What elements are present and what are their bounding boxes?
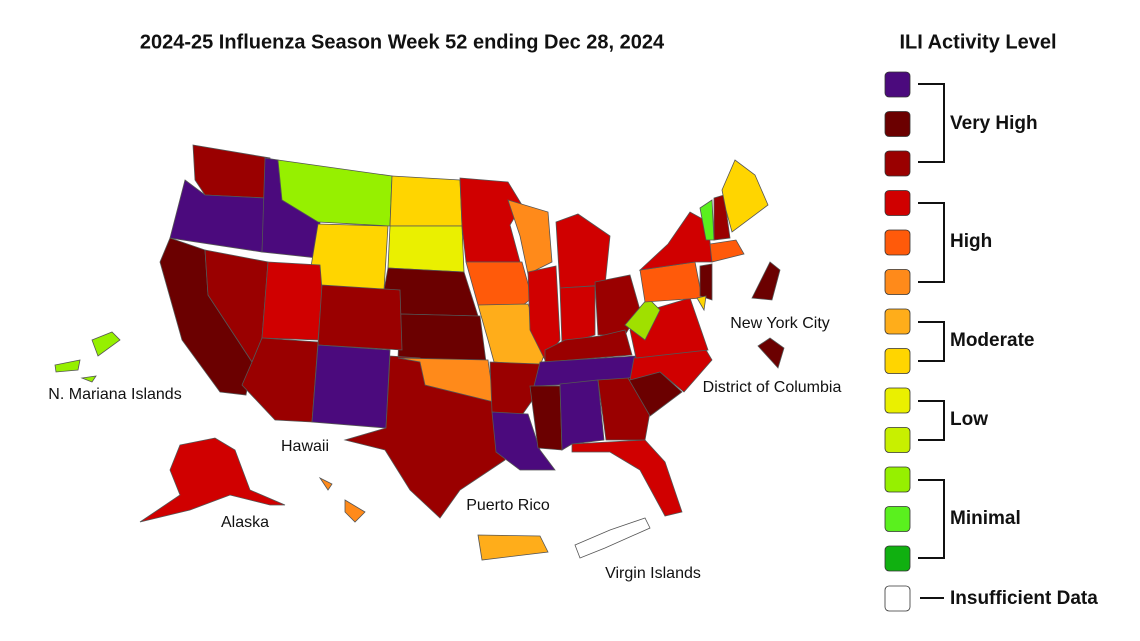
legend-group: Insufficient Data — [950, 588, 1098, 609]
territory-label: New York City — [730, 315, 830, 332]
territory-label: Alaska — [221, 514, 269, 531]
legend-brackets — [918, 83, 945, 599]
legend-swatch — [884, 387, 911, 414]
legend-swatch — [884, 111, 911, 137]
legend-title: ILI Activity Level — [899, 31, 1056, 53]
legend-swatch — [884, 545, 911, 572]
territory-label: Puerto Rico — [466, 497, 550, 514]
legend-swatch — [884, 71, 911, 98]
legend-group: Low — [950, 409, 988, 430]
territory-label: Hawaii — [281, 438, 329, 455]
territory-label: N. Mariana Islands — [48, 386, 181, 403]
legend-swatch — [884, 427, 911, 453]
territory-label: District of Columbia — [703, 379, 842, 396]
legend-swatch — [884, 269, 911, 295]
insets — [54, 261, 785, 561]
legend-group: Minimal — [950, 508, 1021, 529]
legend-swatch — [884, 150, 911, 177]
us-map — [159, 144, 769, 519]
legend-group: High — [950, 231, 992, 252]
legend-swatch — [884, 506, 911, 532]
legend-swatch — [884, 229, 911, 256]
legend-swatch — [884, 585, 911, 612]
legend-swatch — [884, 190, 911, 216]
legend-group: Moderate — [950, 330, 1034, 351]
legend-group: Very High — [950, 113, 1038, 134]
legend-swatch — [884, 466, 911, 493]
legend-swatch — [884, 348, 911, 374]
map-title: 2024-25 Influenza Season Week 52 ending … — [140, 31, 665, 53]
territory-label: Virgin Islands — [605, 565, 701, 582]
legend-swatch — [884, 308, 911, 335]
